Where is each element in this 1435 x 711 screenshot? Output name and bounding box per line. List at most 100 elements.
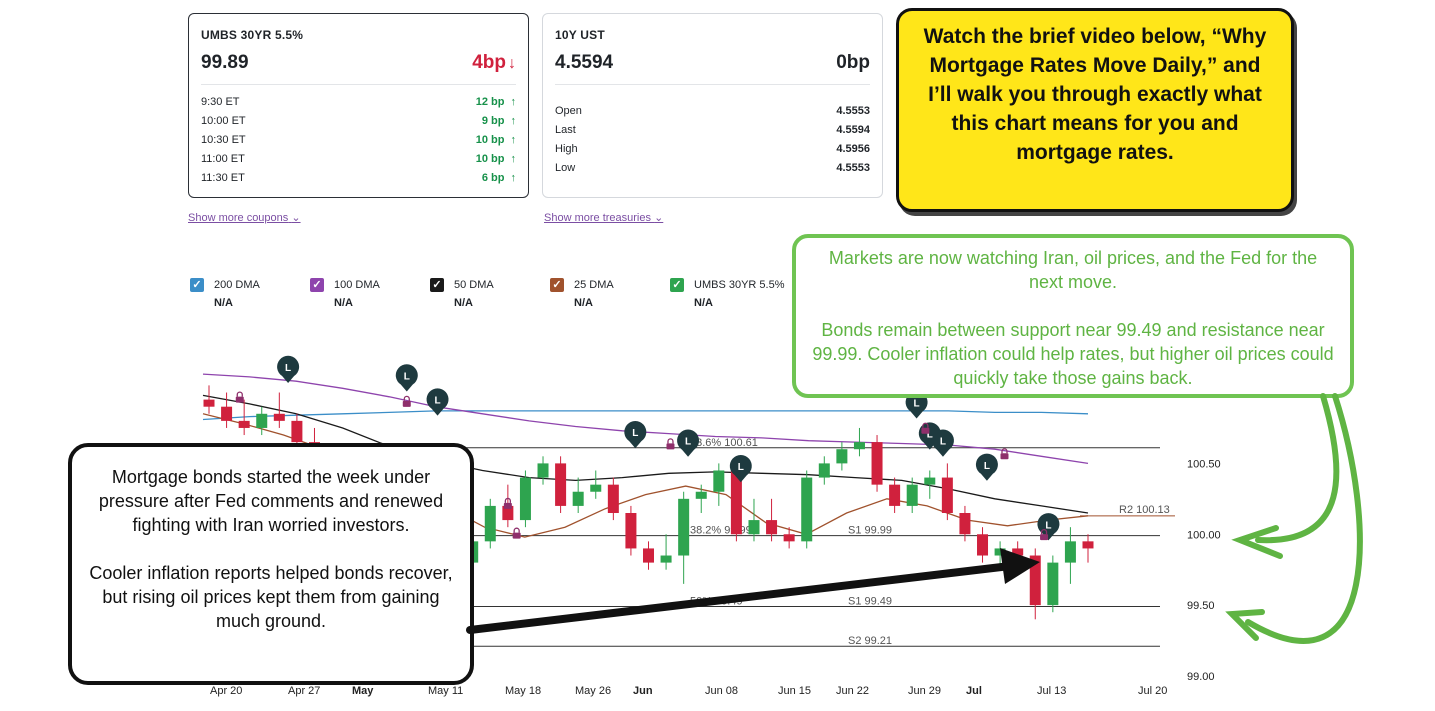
ma-line-50-dma (202, 394, 1089, 514)
show-more-treasuries-label: Show more treasuries (544, 212, 651, 224)
lock-icon (503, 497, 512, 509)
video-callout: Watch the brief video below, “Why Mortga… (896, 8, 1294, 212)
marker-label: L (285, 363, 291, 374)
marker-label: L (1045, 520, 1051, 531)
legend-value: N/A (694, 297, 713, 309)
legend-value: N/A (574, 297, 593, 309)
lock-icon (235, 391, 244, 403)
event-marker-icon: L (931, 429, 954, 457)
ust-change: 0bp (836, 52, 870, 73)
candle-down (959, 513, 971, 535)
marker-label: L (685, 437, 691, 448)
marker-label: L (927, 430, 933, 441)
candle-up (994, 548, 1006, 556)
x-tick-label: Apr 20 (210, 685, 242, 697)
candle-down (1082, 541, 1094, 549)
candle-down (1029, 555, 1041, 606)
checkbox-checked-icon[interactable]: ✓ (190, 278, 204, 292)
candle-down (941, 477, 953, 513)
ust-quote-card[interactable]: 10Y UST 4.5594 0bp Open 4.5553 Last 4.5594… (542, 13, 883, 198)
marker-label: L (632, 428, 638, 439)
outlook-text-2: Bonds remain between support near 99.49 … (812, 320, 1334, 388)
row-value: 10 bp (475, 134, 505, 146)
y-tick-label: 100.00 (1187, 529, 1221, 541)
level-label: 38.2% 99.99 (690, 525, 752, 537)
candle-up (695, 491, 707, 499)
candle-down (238, 420, 250, 428)
checkbox-checked-icon[interactable]: ✓ (550, 278, 564, 292)
candle-up (484, 505, 496, 542)
show-more-coupons-link[interactable]: Show more coupons ⌄ (188, 211, 301, 224)
marker-pin (624, 420, 647, 449)
lock-body (1000, 453, 1009, 460)
legend-label: 100 DMA (334, 279, 380, 291)
umbs-quote-card[interactable]: UMBS 30YR 5.5% 99.89 4bp ↓ 9:30 ET 12 bp ↑ … (188, 13, 529, 198)
lock-icon (512, 527, 521, 539)
event-marker-icon: L (1037, 513, 1060, 541)
level-label: R2 100.13 (1119, 504, 1170, 516)
marker-pin (677, 429, 700, 457)
lock-shackle (513, 527, 520, 533)
x-tick-label: Jun 22 (836, 685, 869, 697)
x-tick-label: May 26 (575, 685, 611, 697)
legend-label: UMBS 30YR 5.5% (694, 279, 785, 291)
candle-down (730, 470, 742, 535)
show-more-treasuries-link[interactable]: Show more treasuries ⌄ (544, 211, 663, 224)
x-tick-label: Jun 29 (908, 685, 941, 697)
lock-shackle (403, 395, 410, 401)
ust-stat-row: High 4.5956 (555, 140, 870, 158)
event-marker-icon: L (677, 429, 700, 457)
x-tick-label: Apr 27 (288, 685, 320, 697)
candle-down (766, 520, 778, 535)
candle-down (1012, 548, 1024, 556)
ust-stat-row: Last 4.5594 (555, 121, 870, 139)
candle-down (783, 534, 795, 542)
ust-stat-row: Low 4.5553 (555, 159, 870, 177)
candle-down (643, 548, 654, 563)
arrow-up-icon: ↑ (510, 134, 517, 146)
row-time: 9:30 ET (201, 96, 240, 108)
arrow-up-icon: ↑ (510, 96, 517, 108)
row-time: 10:30 ET (201, 134, 246, 146)
marker-pin (975, 453, 998, 481)
stat-label: Low (555, 162, 576, 174)
level-label: S1 99.99 (848, 525, 892, 537)
candle-up (818, 463, 830, 478)
x-tick-label: Jul 13 (1037, 685, 1066, 697)
lock-body (512, 532, 521, 539)
stat-label: High (555, 143, 578, 155)
candle-up (678, 498, 690, 556)
row-time: 11:30 ET (201, 172, 245, 184)
lock-shackle (1001, 448, 1008, 454)
x-tick-label: Jul 20 (1138, 685, 1167, 697)
checkbox-checked-icon[interactable]: ✓ (670, 278, 684, 292)
lock-shackle (1040, 528, 1048, 535)
x-tick-label: Jul (966, 685, 982, 697)
y-tick-label: 99.50 (1187, 600, 1215, 612)
candle-down (502, 505, 514, 521)
lock-shackle (667, 438, 674, 444)
candle-up (836, 449, 848, 464)
stat-value: 4.5594 (836, 124, 870, 136)
candle-up (713, 470, 725, 492)
candle-down (203, 399, 215, 407)
x-tick-label: May 18 (505, 685, 541, 697)
level-label: 50% 99.49 (690, 596, 743, 608)
candle-down (221, 406, 233, 421)
divider (201, 84, 516, 85)
marker-pin (931, 429, 954, 457)
stat-value: 4.5553 (836, 105, 870, 117)
marker-pin (277, 355, 300, 384)
checkbox-checked-icon[interactable]: ✓ (310, 278, 324, 292)
event-marker-icon: L (729, 455, 752, 483)
checkbox-checked-icon[interactable]: ✓ (430, 278, 444, 292)
summary-text-1: Mortgage bonds started the week under pr… (98, 467, 444, 535)
candle-up (748, 520, 760, 535)
ust-card-title: 10Y UST (555, 28, 605, 42)
week-summary-callout: Mortgage bonds started the week under pr… (68, 443, 474, 685)
umbs-change: 4bp ↓ (472, 52, 516, 74)
candle-up (1047, 562, 1059, 606)
candle-up (853, 442, 865, 450)
marker-pin (905, 391, 928, 419)
legend-label: 200 DMA (214, 279, 260, 291)
